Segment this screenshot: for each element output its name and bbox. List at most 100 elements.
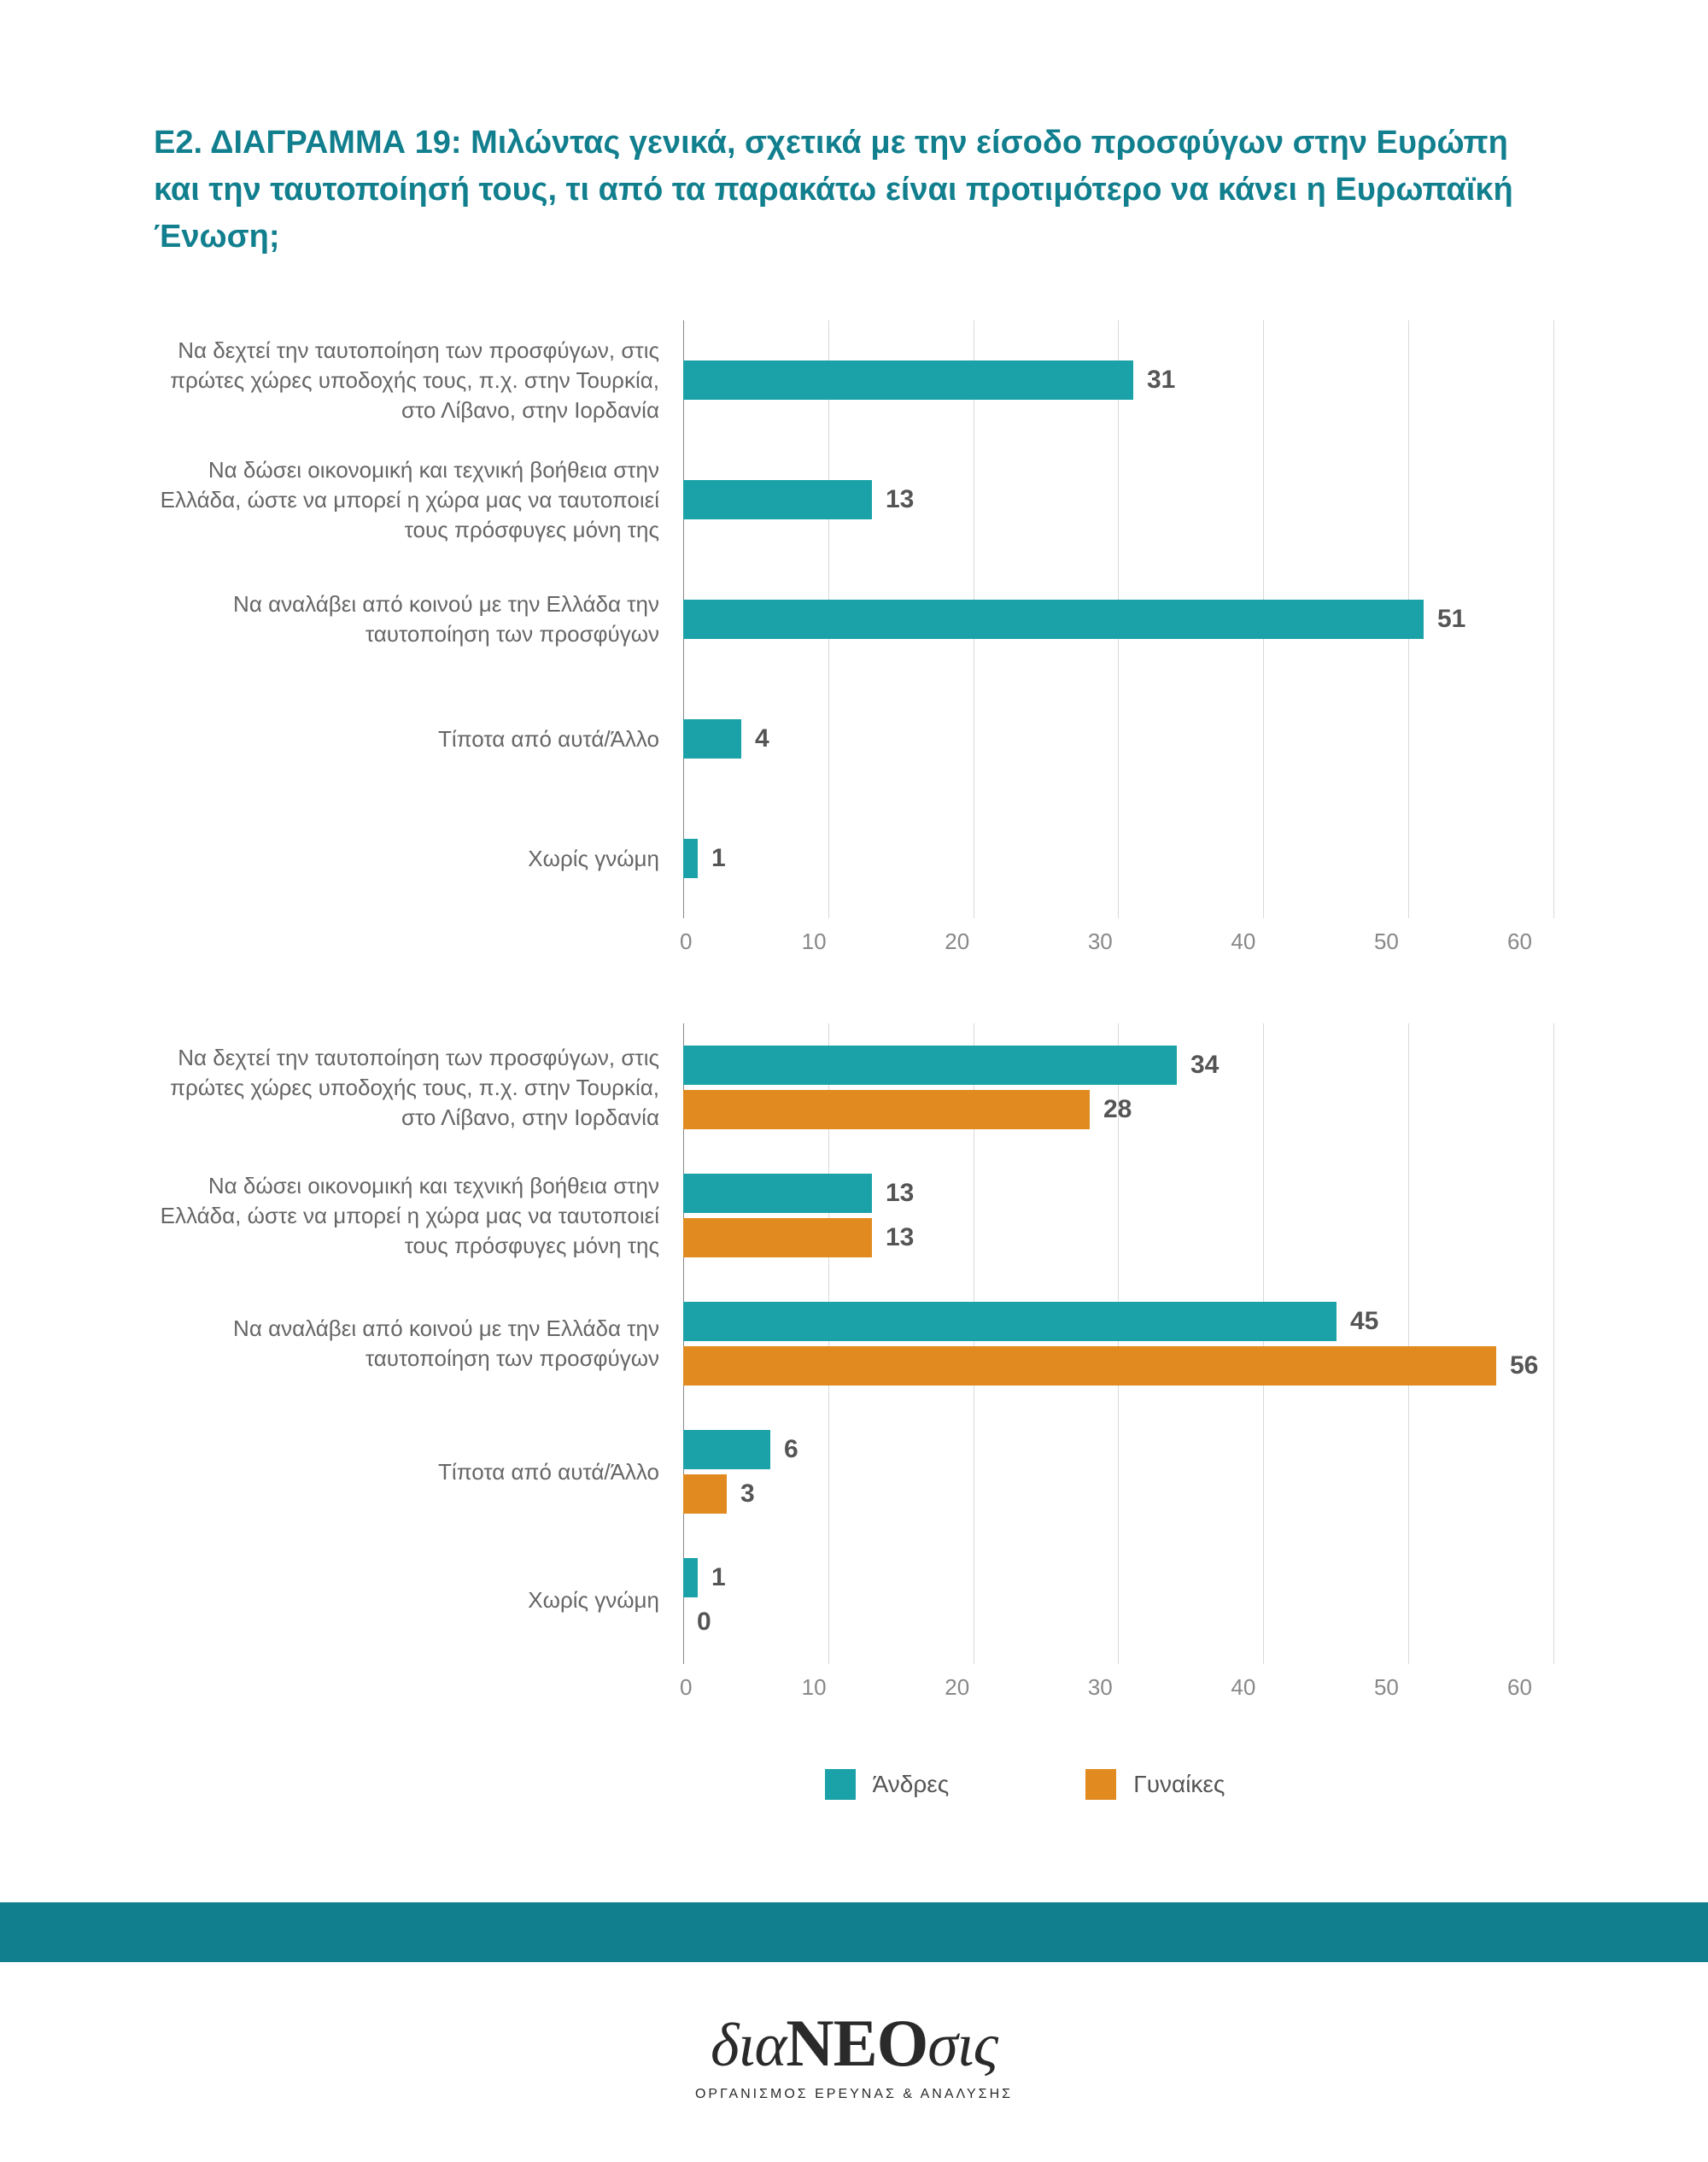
bar-value: 56 [1510,1351,1538,1380]
bar: 51 [683,600,1554,639]
bar: 45 [683,1302,1554,1341]
x-ticks: 0 10 20 30 40 50 60 [683,1674,1554,1701]
legend-swatch [1085,1769,1116,1800]
category-label: Τίποτα από αυτά/Άλλο [154,724,683,754]
category-label: Να δεχτεί την ταυτοποίηση των προσφύγων,… [154,336,683,425]
bars-cell: 13 [683,470,1554,530]
x-tick: 50 [1374,1674,1399,1701]
category-label: Να αναλάβει από κοινού με την Ελλάδα την… [154,1314,683,1374]
chart-row: Να δώσει οικονομική και τεχνική βοήθεια … [154,1151,1554,1280]
legend-item: Άνδρες [825,1769,950,1800]
chart-row: Να δεχτεί την ταυτοποίηση των προσφύγων,… [154,1023,1554,1151]
bar-fill [683,1558,698,1597]
bar-value: 51 [1437,605,1465,634]
chart-row: Να δώσει οικονομική και τεχνική βοήθεια … [154,440,1554,560]
bar-fill [683,1090,1090,1129]
bar: 1 [683,1558,1554,1597]
bar: 13 [683,1218,1554,1257]
logo-mid: ΝΕΟ [786,2006,927,2080]
chart-row: Να αναλάβει από κοινού με την Ελλάδα την… [154,1280,1554,1408]
category-label: Να δεχτεί την ταυτοποίηση των προσφύγων,… [154,1043,683,1133]
x-tick: 20 [945,1674,969,1701]
x-tick: 20 [945,929,969,955]
bar-fill [683,719,741,759]
footer-band [0,1902,1708,1962]
chart-row: Τίποτα από αυτά/Άλλο 4 [154,679,1554,799]
bar-fill [683,1302,1337,1341]
x-tick: 30 [1088,1674,1113,1701]
chart-title: Ε2. ΔΙΑΓΡΑΜΜΑ 19: Μιλώντας γενικά, σχετι… [154,120,1554,261]
bar-value: 28 [1103,1095,1132,1124]
bar: 4 [683,719,1554,759]
x-tick: 10 [802,1674,827,1701]
chart-2: Να δεχτεί την ταυτοποίηση των προσφύγων,… [154,1023,1554,1701]
legend-label: Γυναίκες [1133,1771,1225,1798]
bar-fill [683,480,872,519]
bar-fill [683,1430,770,1469]
chart-row: Χωρίς γνώμη 1 0 [154,1536,1554,1664]
bar: 56 [683,1346,1554,1386]
category-label: Τίποτα από αυτά/Άλλο [154,1457,683,1487]
bar: 3 [683,1474,1554,1514]
chart-1: Να δεχτεί την ταυτοποίηση των προσφύγων,… [154,320,1554,955]
chart-row: Τίποτα από αυτά/Άλλο 6 3 [154,1408,1554,1536]
x-tick: 0 [680,1674,692,1701]
bars-cell: 13 13 [683,1163,1554,1268]
bar: 1 [683,839,1554,878]
x-tick: 0 [680,929,692,955]
category-label: Χωρίς γνώμη [154,844,683,874]
bar: 31 [683,360,1554,400]
legend-item: Γυναίκες [1085,1769,1225,1800]
bar-value: 1 [711,1563,726,1592]
legend-swatch [825,1769,856,1800]
bar: 13 [683,1174,1554,1213]
chart-row: Χωρίς γνώμη 1 [154,799,1554,918]
bar-fill [683,839,698,878]
bar-value: 6 [784,1435,798,1464]
category-label: Να δώσει οικονομική και τεχνική βοήθεια … [154,455,683,545]
x-tick: 30 [1088,929,1113,955]
bar: 28 [683,1090,1554,1129]
bar-value: 4 [755,724,769,753]
bar-value: 13 [886,1223,914,1252]
bars-cell: 51 [683,589,1554,649]
bars-cell: 34 28 [683,1035,1554,1140]
x-axis: 0 10 20 30 40 50 60 [154,1674,1554,1701]
bar-value: 0 [697,1608,711,1637]
bar-fill [683,600,1424,639]
bar-fill [683,1474,727,1514]
bar-fill [683,1174,872,1213]
x-tick: 60 [1507,1674,1532,1701]
bar-fill [683,360,1133,400]
x-tick: 40 [1231,929,1255,955]
bars-cell: 1 [683,829,1554,888]
bar: 13 [683,480,1554,519]
bar-value: 31 [1147,366,1175,395]
bar-fill [683,1218,872,1257]
x-tick: 50 [1374,929,1399,955]
bar-fill [683,1046,1177,1085]
bar-fill [683,1346,1496,1386]
bars-cell: 1 0 [683,1548,1554,1652]
bars-cell: 4 [683,709,1554,769]
legend: Άνδρες Γυναίκες [154,1769,1554,1800]
bar: 0 [683,1602,1554,1642]
bar-value: 3 [740,1479,755,1509]
bar-value: 34 [1190,1051,1219,1080]
bar-value: 45 [1350,1307,1378,1336]
x-tick: 60 [1507,929,1532,955]
legend-label: Άνδρες [873,1771,950,1798]
logo: διαΝΕΟσις ΟΡΓΑΝΙΣΜΟΣ ΕΡΕΥΝΑΣ & ΑΝΑΛΥΣΗΣ [0,1962,1708,2162]
category-label: Να αναλάβει από κοινού με την Ελλάδα την… [154,589,683,649]
logo-suffix: σις [927,2011,997,2079]
category-label: Χωρίς γνώμη [154,1585,683,1615]
bar-value: 13 [886,1179,914,1208]
bar: 34 [683,1046,1554,1085]
x-tick: 40 [1231,1674,1255,1701]
bars-cell: 31 [683,350,1554,410]
logo-tagline: ΟΡΓΑΝΙΣΜΟΣ ΕΡΕΥΝΑΣ & ΑΝΑΛΥΣΗΣ [0,2087,1708,2102]
category-label: Να δώσει οικονομική και τεχνική βοήθεια … [154,1171,683,1261]
bar-value: 1 [711,844,726,873]
chart-row: Να αναλάβει από κοινού με την Ελλάδα την… [154,560,1554,679]
x-ticks: 0102030405060 [683,929,1554,955]
